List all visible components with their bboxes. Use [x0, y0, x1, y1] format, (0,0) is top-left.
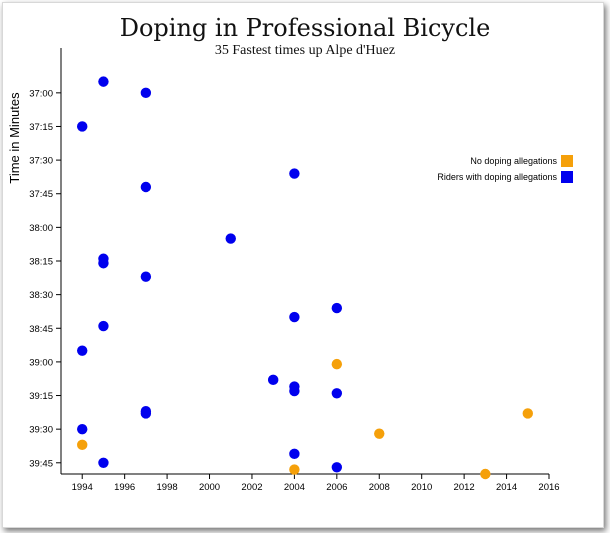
doping-rider-point — [331, 302, 343, 314]
y-tick-label: 37:30 — [29, 156, 53, 167]
doping-rider-point — [289, 311, 300, 323]
clean-rider-point — [331, 358, 343, 370]
x-tick-label: 1998 — [157, 482, 178, 493]
y-tick-label: 39:45 — [29, 458, 53, 469]
x-tick-label: 2010 — [411, 482, 432, 493]
chart-title: Doping in Professional Bicycle — [119, 14, 491, 42]
y-tick-label: 37:45 — [29, 189, 53, 200]
doping-rider-point — [289, 385, 300, 397]
x-axis: 1994 1996 1998 2000 2002 2004 2006 2008 2010 2012… — [61, 473, 560, 493]
doping-rider-point — [331, 388, 343, 399]
doping-rider-point — [77, 121, 88, 132]
y-axis: 37:00 37:15 37:30 37:45 38:00 38:15 38:30 38:45… — [29, 48, 62, 474]
doping-rider-point — [331, 462, 343, 473]
data-points — [77, 76, 533, 480]
doping-rider-point — [140, 408, 152, 419]
x-tick-label: 2012 — [454, 482, 475, 493]
x-tick-label: 1994 — [72, 482, 93, 493]
y-tick-label: 37:15 — [29, 122, 53, 133]
y-tick-label: 38:15 — [29, 257, 53, 268]
clean-rider-point — [480, 468, 491, 480]
legend-swatch — [561, 171, 573, 183]
legend: No doping allegations Riders with doping … — [437, 155, 573, 183]
clean-rider-point — [374, 428, 385, 439]
y-tick-label: 37:00 — [29, 88, 53, 99]
doping-rider-point — [77, 423, 88, 435]
y-tick-label: 39:00 — [29, 357, 53, 368]
legend-label: No doping allegations — [470, 156, 557, 166]
legend-swatch — [561, 155, 573, 167]
x-tick-label: 2006 — [326, 482, 347, 493]
y-axis-label: Time in Minutes — [7, 92, 22, 184]
y-tick-label: 38:45 — [29, 324, 53, 335]
clean-rider-point — [289, 464, 300, 475]
doping-rider-point — [98, 320, 109, 332]
clean-rider-point — [77, 439, 88, 451]
legend-label: Riders with doping allegations — [437, 172, 557, 182]
doping-rider-point — [289, 168, 300, 179]
doping-rider-point — [98, 76, 109, 87]
doping-rider-point — [98, 258, 109, 269]
x-tick-label: 2014 — [496, 482, 517, 493]
x-tick-label: 2004 — [284, 482, 305, 493]
y-tick-label: 38:30 — [29, 290, 53, 301]
y-tick-label: 39:30 — [29, 425, 53, 436]
doping-rider-point — [140, 271, 152, 282]
doping-rider-point — [267, 374, 279, 386]
doping-rider-point — [225, 233, 236, 244]
doping-rider-point — [140, 181, 152, 193]
doping-rider-point — [98, 457, 109, 468]
x-tick-label: 2008 — [369, 482, 390, 493]
x-tick-label: 2000 — [199, 482, 220, 493]
clean-rider-point — [522, 408, 533, 419]
x-tick-label: 2016 — [538, 482, 559, 493]
doping-rider-point — [77, 345, 88, 356]
doping-rider-point — [140, 87, 152, 99]
chart-subtitle: 35 Fastest times up Alpe d'Huez — [214, 43, 396, 58]
doping-rider-point — [289, 448, 300, 460]
x-tick-label: 2002 — [241, 482, 262, 493]
y-tick-label: 38:00 — [29, 223, 53, 234]
x-tick-label: 1996 — [114, 482, 135, 493]
y-tick-label: 39:15 — [29, 391, 53, 402]
